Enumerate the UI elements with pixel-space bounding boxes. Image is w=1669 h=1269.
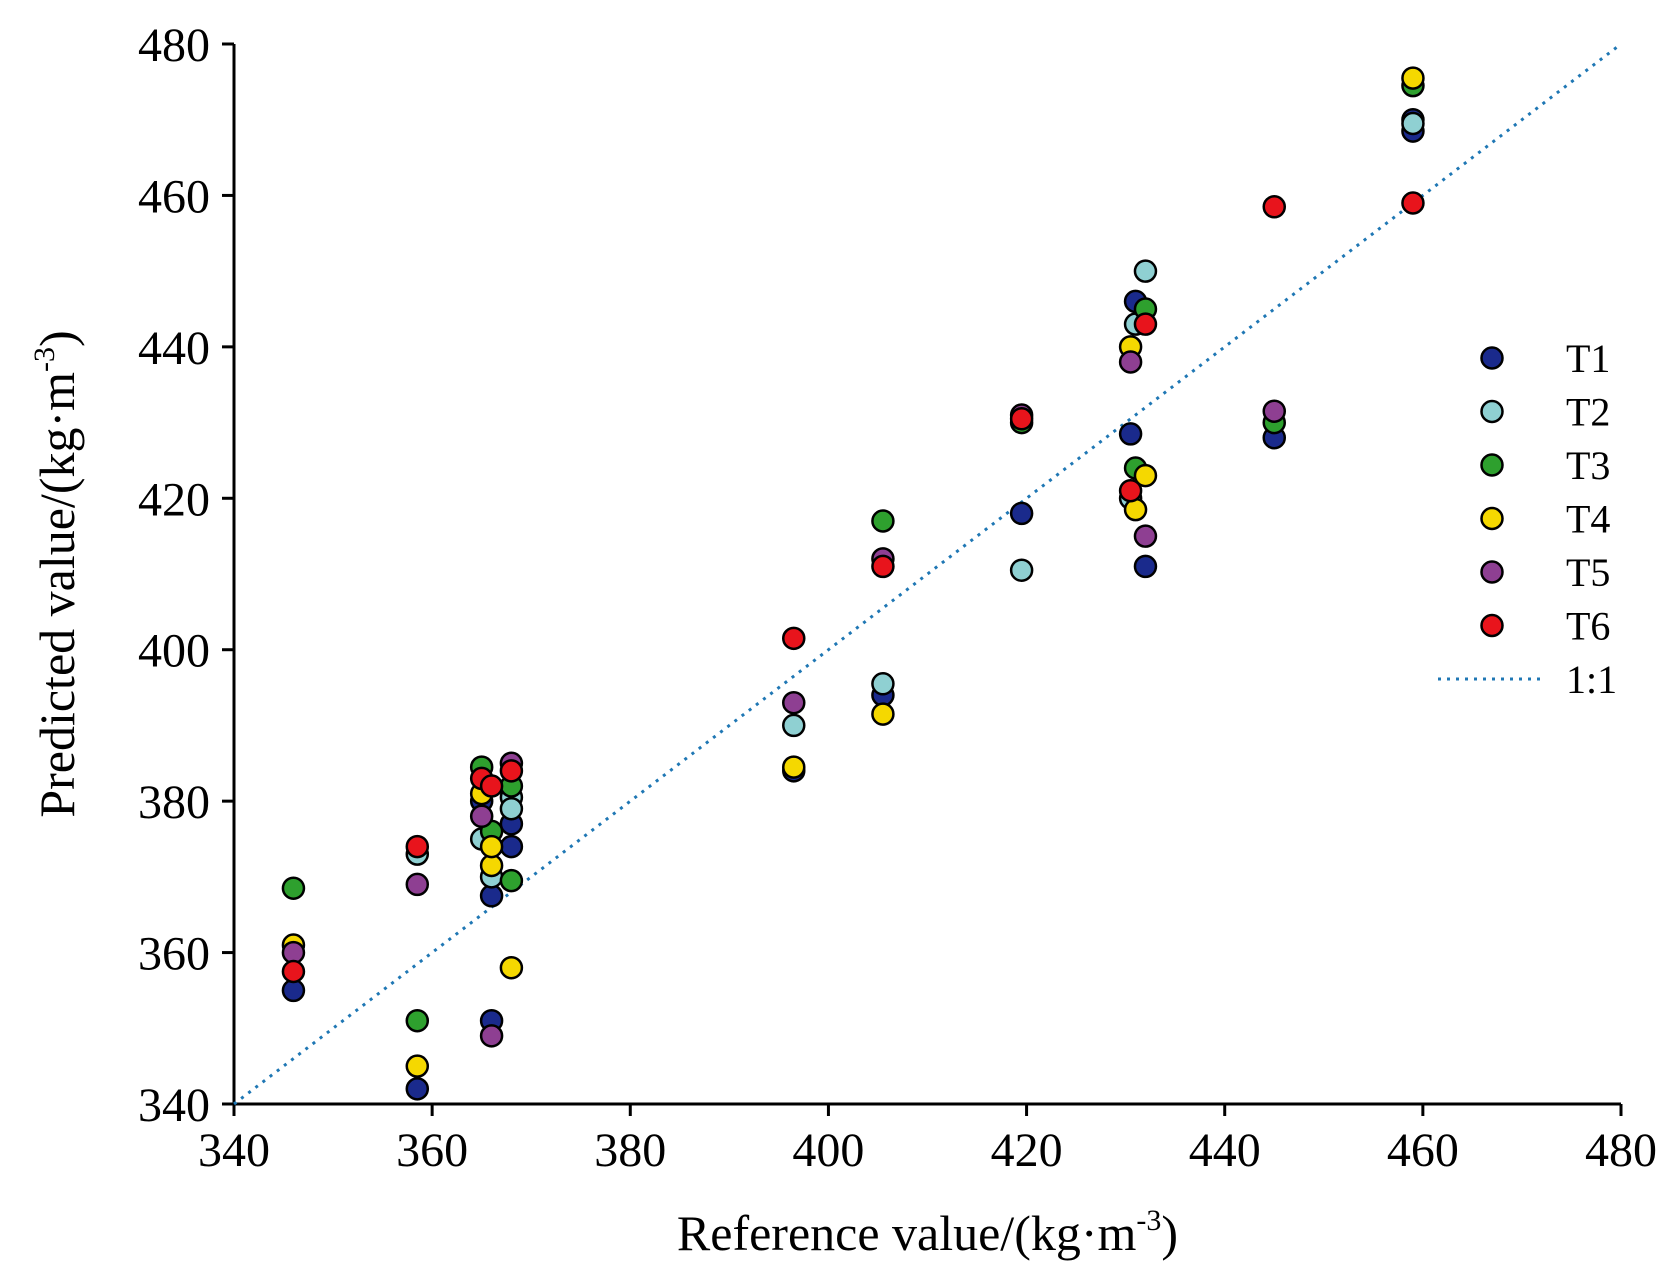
point-t6	[1401, 191, 1425, 215]
point-t4	[871, 702, 895, 726]
point-t3	[871, 509, 895, 533]
point-t5	[1118, 350, 1143, 374]
series-t2	[405, 111, 1425, 889]
x-axis-title: Reference value/(kg·m-3)	[677, 1204, 1178, 1261]
series-t3	[281, 73, 1425, 1033]
legend-marker-t3	[1480, 453, 1504, 477]
data-points	[281, 66, 1425, 1101]
point-t4	[1401, 66, 1425, 90]
legend-marker-t6	[1480, 613, 1504, 638]
point-t4	[479, 834, 504, 859]
point-t5	[782, 690, 806, 715]
legend-marker-t5	[1480, 560, 1504, 584]
point-t2	[1401, 111, 1425, 136]
point-t1	[499, 834, 524, 859]
legend-label-t4: T4	[1566, 497, 1610, 542]
x-tick-label: 460	[1387, 1124, 1459, 1177]
legend-label-t3: T3	[1566, 443, 1610, 488]
point-t4	[405, 1054, 430, 1078]
x-tick-label: 400	[792, 1124, 864, 1177]
legend-label-t5: T5	[1566, 550, 1610, 595]
point-t3	[281, 876, 306, 900]
series-t6	[281, 191, 1425, 984]
point-t6	[405, 834, 430, 859]
point-t6	[782, 626, 806, 651]
point-t5	[479, 1024, 504, 1048]
x-tick-label: 440	[1189, 1124, 1261, 1177]
point-t3	[405, 1008, 430, 1033]
series-t1	[281, 107, 1425, 1101]
axes: 340 360 380 400 420 440 460 480 340 360 380 400 420…	[138, 19, 1657, 1177]
point-t6	[479, 774, 504, 798]
point-t1	[1009, 501, 1034, 526]
x-tick-label: 420	[991, 1124, 1063, 1177]
legend-marker-t2	[1480, 399, 1504, 424]
x-tick-label: 340	[198, 1124, 270, 1177]
point-t2	[782, 713, 806, 738]
legend-label-t6: T6	[1566, 604, 1610, 649]
y-tick-label: 420	[138, 473, 210, 526]
y-axis-title: Predicted value/(kg·m-3)	[28, 330, 85, 817]
point-t6	[1118, 478, 1143, 503]
point-t2	[1009, 558, 1034, 582]
point-t4	[1133, 463, 1158, 488]
y-tick-label: 340	[138, 1079, 210, 1132]
legend-label-1-1: 1:1	[1566, 657, 1617, 702]
point-t4	[1123, 497, 1148, 522]
point-t2	[1133, 259, 1158, 283]
point-t1	[1133, 554, 1158, 579]
point-t6	[499, 759, 524, 783]
x-axis-ticks: 340 360 380 400 420 440 460 480	[198, 1104, 1657, 1177]
series-t5	[281, 350, 1286, 1048]
point-t4	[499, 955, 524, 980]
reference-line-1-1	[233, 42, 1622, 1106]
point-t6	[871, 554, 895, 579]
point-t4	[782, 755, 806, 779]
y-tick-label: 380	[138, 776, 210, 829]
legend-marker-t1	[1480, 346, 1504, 370]
y-tick-label: 360	[138, 928, 210, 981]
point-t6	[1262, 195, 1286, 219]
legend-marker-t4	[1480, 506, 1504, 531]
point-t2	[499, 796, 524, 821]
legend: T1 T2 T3 T4 T5 T6 1:1	[1438, 336, 1617, 702]
y-tick-label: 400	[138, 625, 210, 678]
x-tick-label: 480	[1585, 1124, 1657, 1177]
x-tick-label: 360	[396, 1124, 468, 1177]
y-tick-label: 480	[138, 19, 210, 72]
point-t5	[1133, 524, 1158, 548]
point-t1	[1118, 422, 1143, 446]
legend-label-t2: T2	[1566, 390, 1610, 435]
y-tick-label: 440	[138, 322, 210, 375]
point-t1	[405, 1077, 430, 1101]
point-t2	[871, 672, 895, 696]
point-t6	[281, 959, 306, 984]
point-t5	[469, 804, 494, 829]
point-t5	[1262, 399, 1286, 423]
x-tick-label: 380	[594, 1124, 666, 1177]
point-t6	[1133, 312, 1158, 336]
point-t6	[1009, 407, 1034, 431]
legend-label-t1: T1	[1566, 336, 1610, 381]
point-t5	[405, 872, 430, 897]
point-t3	[499, 868, 524, 893]
y-tick-label: 460	[138, 170, 210, 223]
series-t4	[281, 66, 1425, 1078]
y-axis-ticks: 340 360 380 400 420 440 460 480	[138, 19, 234, 1132]
